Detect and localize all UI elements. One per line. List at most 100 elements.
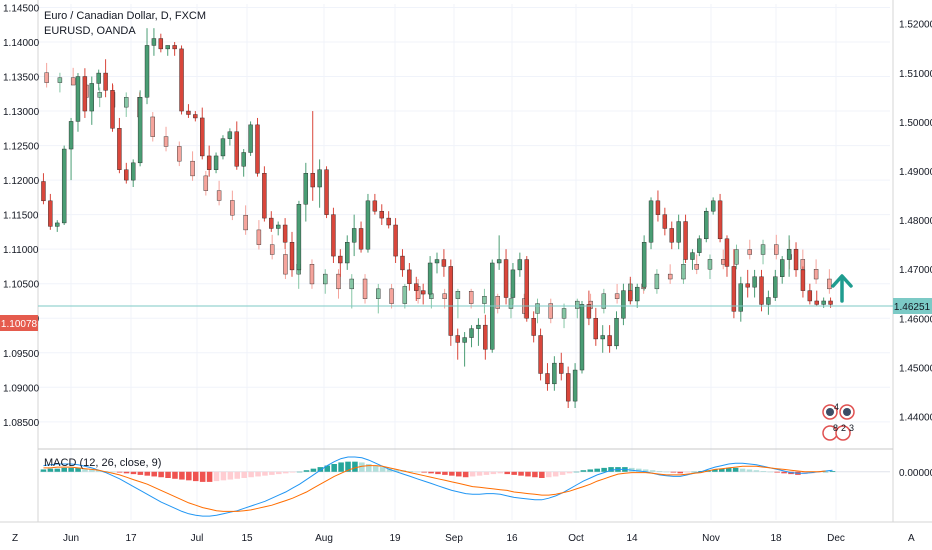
time-axis-label: Jul bbox=[191, 533, 204, 544]
macd-label[interactable]: MACD (12, 26, close, 9) bbox=[44, 457, 161, 469]
macd-histogram-bar bbox=[324, 465, 331, 472]
candle bbox=[495, 293, 500, 314]
macd-histogram-bar bbox=[338, 462, 344, 472]
macd-histogram-bar bbox=[227, 471, 234, 480]
candle bbox=[256, 220, 262, 250]
overlay-price-tag: 1.46251 bbox=[893, 298, 932, 314]
macd-histogram-bar bbox=[511, 471, 517, 475]
time-axis-label: Nov bbox=[702, 533, 720, 544]
candle bbox=[151, 28, 157, 56]
current-price-tag: 1.10078 bbox=[0, 315, 38, 331]
macd-histogram-bar bbox=[753, 470, 760, 472]
macd-histogram-bar bbox=[123, 471, 130, 474]
macd-histogram-bar bbox=[822, 471, 829, 473]
candle bbox=[376, 283, 381, 314]
left-axis-tick: 1.10500 bbox=[3, 280, 40, 291]
candle bbox=[621, 283, 626, 326]
macd-histogram-bar bbox=[476, 471, 483, 476]
macd-histogram-bar bbox=[691, 471, 697, 473]
candle bbox=[694, 254, 699, 275]
candle bbox=[760, 239, 766, 265]
left-axis-tick: 1.11000 bbox=[3, 245, 39, 256]
candle bbox=[548, 298, 553, 324]
candle bbox=[283, 249, 288, 280]
candle bbox=[186, 104, 191, 118]
candle bbox=[462, 332, 467, 367]
right-axis-tick: 1.45000 bbox=[899, 363, 932, 374]
candle bbox=[565, 366, 571, 409]
macd-histogram-bar bbox=[421, 471, 427, 473]
candle bbox=[243, 205, 248, 235]
event-badges[interactable]: 4 8 2 3 bbox=[822, 402, 855, 441]
candle bbox=[165, 45, 170, 56]
time-axis[interactable]: Jun 17 Jul 15 Aug 19 Sep 16 Oct 14 Nov 18 Dec bbox=[63, 533, 845, 544]
macd-histogram-bar bbox=[199, 471, 206, 482]
macd-histogram-bar bbox=[566, 471, 573, 474]
candle bbox=[172, 41, 177, 56]
candle bbox=[455, 288, 461, 319]
event-badge-icon[interactable] bbox=[835, 425, 851, 441]
candle bbox=[213, 152, 219, 174]
candle bbox=[324, 166, 329, 219]
main-price-pane[interactable] bbox=[41, 28, 833, 409]
candle bbox=[601, 288, 607, 314]
macd-histogram-bar bbox=[608, 467, 614, 472]
candle bbox=[362, 274, 368, 304]
time-axis-label: Sep bbox=[445, 533, 463, 544]
candle bbox=[531, 311, 536, 343]
left-axis-tick: 1.09500 bbox=[3, 349, 40, 360]
right-axis-tick: 1.51000 bbox=[899, 69, 932, 80]
candle bbox=[203, 170, 209, 196]
candle bbox=[455, 328, 460, 360]
candle bbox=[89, 76, 94, 125]
macd-histogram-bar bbox=[455, 471, 462, 477]
candle bbox=[70, 67, 76, 86]
macd-histogram-bar bbox=[656, 471, 663, 472]
candle bbox=[379, 204, 384, 225]
candle bbox=[303, 162, 309, 222]
auto-scale-corner[interactable]: A bbox=[908, 533, 915, 544]
macd-pane[interactable] bbox=[40, 456, 890, 517]
macd-histogram-bar bbox=[276, 471, 282, 475]
candle bbox=[667, 264, 673, 284]
candle bbox=[276, 221, 281, 236]
event-badge-count: 4 bbox=[834, 402, 839, 412]
overlay-symbol-label[interactable]: EURUSD, OANDA bbox=[44, 25, 136, 37]
candle bbox=[48, 193, 53, 230]
candle bbox=[793, 242, 799, 277]
candle bbox=[262, 166, 267, 222]
candle bbox=[248, 121, 253, 156]
macd-histogram-bar bbox=[379, 467, 386, 472]
chart-title[interactable]: Euro / Canadian Dollar, D, FXCM bbox=[44, 10, 206, 22]
candle bbox=[717, 193, 723, 243]
macd-histogram-bar bbox=[677, 471, 684, 474]
candle bbox=[220, 135, 226, 160]
candle bbox=[752, 269, 757, 298]
candle bbox=[469, 325, 474, 348]
right-axis-tick: 1.46000 bbox=[899, 314, 932, 325]
macd-histogram-bar bbox=[670, 471, 677, 473]
macd-histogram-bar bbox=[96, 470, 102, 472]
signal-line bbox=[43, 465, 826, 512]
candle bbox=[282, 218, 288, 250]
candle bbox=[731, 249, 737, 319]
left-axis-tick: 1.12500 bbox=[3, 142, 40, 153]
timezone-corner[interactable]: Z bbox=[12, 533, 18, 544]
candle bbox=[448, 259, 454, 346]
macd-histogram-bar bbox=[331, 464, 337, 472]
macd-histogram-bar bbox=[462, 471, 469, 478]
candle bbox=[807, 283, 813, 305]
macd-histogram-bar bbox=[518, 471, 524, 476]
candle bbox=[190, 151, 195, 181]
right-axis-tick: 1.48000 bbox=[899, 216, 932, 227]
macd-histogram-bar bbox=[61, 467, 67, 472]
macd-histogram-bar bbox=[255, 471, 261, 477]
macd-histogram-bar bbox=[296, 471, 303, 473]
macd-histogram-bar bbox=[781, 471, 787, 474]
right-price-axis[interactable]: 1.52000 1.51000 1.50000 1.49000 1.48000 1.470… bbox=[899, 20, 932, 479]
macd-histogram-bar bbox=[449, 471, 455, 476]
macd-histogram-bar bbox=[317, 467, 324, 472]
time-axis-label: 17 bbox=[125, 533, 137, 544]
macd-histogram-bar bbox=[663, 471, 670, 473]
macd-histogram-bar bbox=[179, 471, 185, 480]
